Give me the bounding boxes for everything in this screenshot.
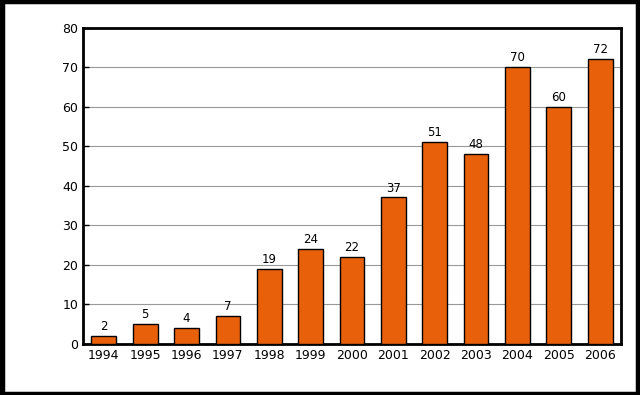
- Text: 24: 24: [303, 233, 318, 246]
- Bar: [257, 269, 282, 344]
- Text: 7: 7: [224, 300, 232, 313]
- Bar: [422, 142, 447, 344]
- Text: 5: 5: [141, 308, 149, 321]
- Bar: [381, 198, 406, 344]
- Bar: [174, 328, 199, 344]
- Text: 48: 48: [468, 138, 483, 151]
- Text: 70: 70: [510, 51, 525, 64]
- Text: 60: 60: [551, 91, 566, 104]
- Bar: [133, 324, 157, 344]
- Bar: [298, 249, 323, 344]
- Text: 51: 51: [428, 126, 442, 139]
- Bar: [505, 67, 530, 344]
- Text: 37: 37: [386, 182, 401, 195]
- Bar: [547, 107, 571, 344]
- Bar: [340, 257, 364, 344]
- Text: 22: 22: [344, 241, 360, 254]
- Text: 2: 2: [100, 320, 108, 333]
- Bar: [588, 59, 612, 344]
- Bar: [92, 336, 116, 344]
- Text: 19: 19: [262, 253, 276, 266]
- Text: 4: 4: [183, 312, 190, 325]
- Text: 72: 72: [593, 43, 607, 56]
- Bar: [463, 154, 488, 344]
- Bar: [216, 316, 241, 344]
